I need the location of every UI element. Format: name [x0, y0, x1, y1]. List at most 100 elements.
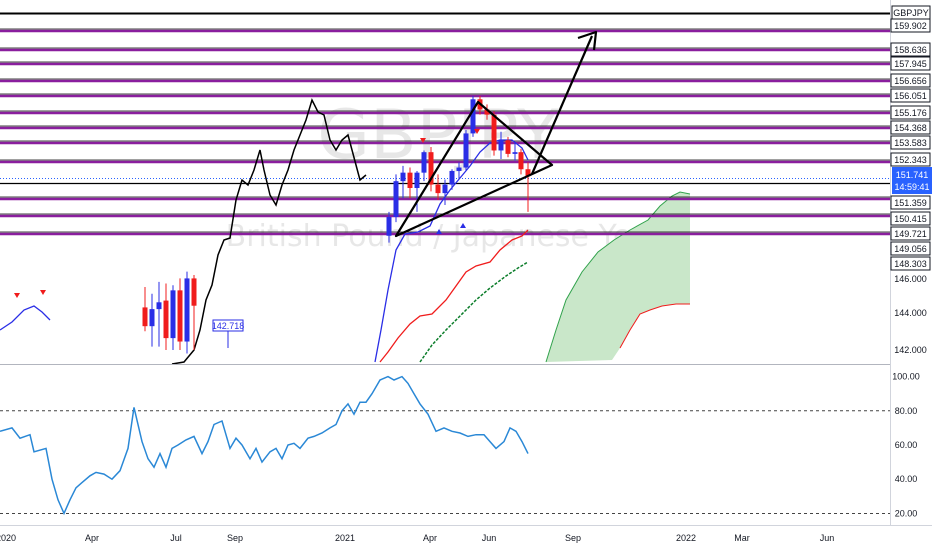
- candle: [393, 174, 399, 223]
- time-tick-label: Apr: [423, 533, 437, 543]
- candle-body: [421, 152, 427, 173]
- candle: [184, 271, 190, 354]
- level-price-label: 156.656: [890, 73, 931, 88]
- level-price-text: 156.656: [894, 76, 927, 86]
- cloud-span-b: [619, 303, 690, 349]
- candle-body: [449, 170, 455, 185]
- candle: [525, 162, 531, 212]
- level-price-text: 159.902: [894, 21, 927, 31]
- rsi-tick-label: 60.00: [895, 440, 918, 450]
- level-price-text: 152.343: [894, 155, 927, 165]
- last-price-label: 151.741 14:59:41: [892, 167, 932, 194]
- candle-body: [149, 309, 155, 327]
- time-tick-label: Jun: [482, 533, 497, 543]
- candle-body: [414, 172, 420, 188]
- level-price-text: 157.945: [894, 59, 927, 69]
- time-tick-label: Apr: [85, 533, 99, 543]
- candle-body: [435, 184, 441, 194]
- symbol-badge-box: [891, 5, 931, 20]
- candle: [512, 141, 518, 161]
- level-price-label: 154.368: [890, 120, 931, 135]
- arrow-head: [577, 30, 598, 51]
- level-price-box: [890, 56, 931, 71]
- bull-marker: [460, 223, 466, 228]
- candle: [386, 211, 392, 243]
- candle-body: [393, 181, 399, 217]
- level-price-box: [890, 226, 931, 241]
- candle: [498, 131, 504, 159]
- last-price-box: [892, 167, 932, 194]
- level-price-label: 158.636: [890, 42, 931, 57]
- candle: [449, 169, 455, 190]
- candle-body: [463, 133, 469, 168]
- candle: [435, 174, 441, 200]
- level-price-label: 153.583: [890, 135, 931, 150]
- candle-body: [184, 278, 190, 342]
- rsi-axis[interactable]: 100.00 80.00 60.00 40.00 20.00: [892, 372, 920, 519]
- level-price-text: 149.721: [894, 229, 927, 239]
- candle: [177, 278, 183, 351]
- candle: [491, 111, 497, 156]
- candle-body: [484, 109, 490, 115]
- time-tick-label: Sep: [565, 533, 581, 543]
- projection-arrow[interactable]: [530, 35, 594, 175]
- candle-body: [428, 152, 434, 185]
- last-price-value: 151.741: [896, 170, 929, 180]
- time-axis[interactable]: 2020 Apr Jul Sep 2021 Apr Jun Sep 2022 Mar Jun: [0, 533, 834, 543]
- rsi-tick-label: 40.00: [895, 474, 918, 484]
- candle: [463, 130, 469, 171]
- level-price-label: 157.945: [890, 56, 931, 71]
- rsi-tick-label: 80.00: [895, 406, 918, 416]
- candle-body: [456, 167, 462, 171]
- horizontal-levels[interactable]: [0, 12, 890, 236]
- candle: [163, 283, 169, 351]
- price-tick-label: 144.000: [894, 308, 927, 318]
- candle: [518, 148, 524, 175]
- rsi-pane: [0, 375, 890, 516]
- level-price-box: [890, 211, 931, 226]
- candle-body: [525, 169, 531, 177]
- triangle-drawing[interactable]: [394, 30, 598, 238]
- level-price-label: 155.176: [890, 105, 931, 120]
- level-price-label: 151.359: [890, 195, 931, 210]
- candle-body: [442, 184, 448, 194]
- candle-body: [512, 152, 518, 154]
- candle: [428, 147, 434, 192]
- candle: [470, 95, 476, 137]
- level-price-label: 148.303: [890, 256, 931, 271]
- price-bands: [0, 139, 529, 363]
- level-price-label: 152.343: [890, 152, 931, 167]
- candle: [484, 104, 490, 120]
- candle: [191, 275, 197, 351]
- level-price-text: 156.051: [894, 91, 927, 101]
- candle: [170, 285, 176, 351]
- candle-body: [170, 290, 176, 339]
- level-price-text: 148.303: [894, 259, 927, 269]
- candlesticks: [14, 95, 531, 354]
- candle-body: [518, 152, 524, 170]
- last-price-countdown: 14:59:41: [894, 182, 929, 192]
- triangle-shape[interactable]: [394, 100, 554, 238]
- rsi-tick-label: 100.00: [892, 372, 920, 382]
- bear-marker: [40, 290, 46, 295]
- level-price-box: [890, 256, 931, 271]
- level-price-label: 156.051: [890, 88, 931, 103]
- time-tick-label: 2022: [676, 533, 696, 543]
- watermark-name: British Pound / Japanese Yen: [226, 219, 651, 254]
- level-price-text: 158.636: [894, 45, 927, 55]
- symbol-badge-text: GBPJPY: [893, 8, 929, 18]
- blue-band-2020: [0, 305, 51, 331]
- candle-body: [142, 307, 148, 327]
- bear-marker: [474, 129, 480, 134]
- level-price-box: [890, 88, 931, 103]
- extreme-price-label: 142.718: [212, 319, 245, 348]
- level-price-text: 149.056: [894, 244, 927, 254]
- level-price-text: 150.415: [894, 214, 927, 224]
- extreme-label-text: 142.718: [212, 321, 245, 331]
- time-tick-label: 2020: [0, 533, 16, 543]
- price-axis[interactable]: 159.902 158.636 157.945 156.656 156.051 155.1…: [890, 18, 931, 355]
- time-tick-label: Jun: [820, 533, 835, 543]
- candle-body: [177, 290, 183, 342]
